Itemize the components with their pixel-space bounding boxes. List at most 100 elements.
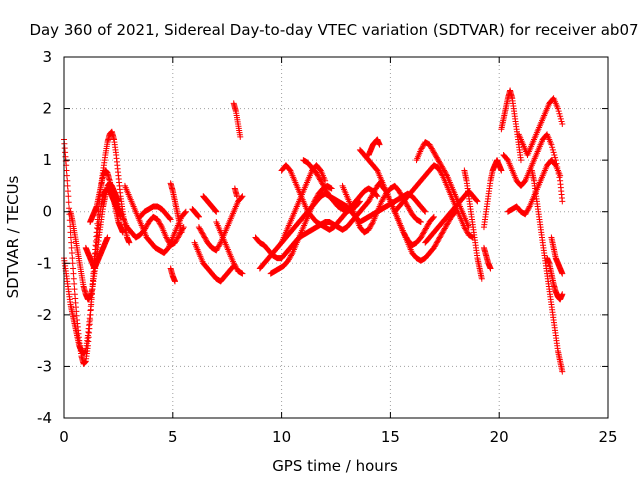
series-t13	[191, 239, 237, 285]
data-point	[177, 230, 184, 237]
series-t5	[82, 234, 111, 272]
data-point	[199, 230, 206, 237]
data-point	[70, 265, 77, 272]
data-point	[69, 260, 76, 267]
x-tick-label: 5	[168, 428, 178, 446]
data-point	[65, 193, 72, 200]
data-point	[71, 286, 78, 293]
series-t9	[167, 180, 185, 236]
data-point	[198, 229, 205, 236]
data-point	[200, 231, 207, 238]
series-t8	[137, 203, 174, 223]
axis-ticks: 0 5 10 15 20 25 -4 -3 -2 -1 0 1 2 3	[37, 48, 618, 446]
data-point	[214, 244, 221, 251]
data-point	[197, 226, 204, 233]
data-point	[174, 234, 181, 241]
data-point	[104, 234, 111, 241]
data-point	[203, 237, 210, 244]
series-t37	[504, 157, 564, 218]
data-point	[70, 275, 77, 282]
data-point	[559, 198, 566, 205]
y-tick-label: -4	[37, 409, 52, 427]
series-t10	[167, 265, 178, 285]
series-t32	[461, 167, 485, 282]
y-tick-label: 2	[42, 100, 52, 118]
series-t16	[230, 100, 244, 140]
data-point	[144, 221, 151, 228]
series-t12	[200, 193, 220, 215]
data-point	[167, 216, 174, 223]
data-point	[365, 198, 372, 205]
data-point	[126, 239, 133, 246]
data-point	[163, 234, 170, 241]
data-point	[64, 182, 71, 189]
y-tick-label: 3	[42, 48, 52, 66]
series-t14	[195, 193, 246, 254]
data-point	[200, 233, 207, 240]
data-point	[178, 229, 185, 236]
data-point	[230, 260, 237, 267]
y-tick-label: 1	[42, 151, 52, 169]
data-point	[196, 225, 203, 232]
x-tick-label: 15	[381, 428, 400, 446]
x-tick-label: 20	[490, 428, 509, 446]
data-point	[195, 213, 202, 220]
data-point	[232, 262, 239, 269]
data-point	[232, 264, 239, 271]
data-point	[156, 220, 163, 227]
data-point	[367, 195, 374, 202]
data-point	[63, 167, 70, 174]
data-point	[119, 229, 126, 236]
data-point	[174, 235, 181, 242]
data-point	[201, 234, 208, 241]
data-point	[71, 280, 78, 287]
data-point	[239, 193, 246, 200]
data-point	[175, 233, 182, 240]
y-tick-label: 0	[42, 203, 52, 221]
data-point	[213, 247, 220, 254]
series-t4	[87, 167, 126, 236]
data-point	[70, 270, 77, 277]
data-point	[156, 219, 163, 226]
data-point	[157, 221, 164, 228]
y-tick-label: -3	[37, 357, 52, 375]
data-point	[368, 193, 375, 200]
series-t35	[498, 87, 524, 164]
data-point	[143, 222, 150, 229]
data-point	[164, 237, 171, 244]
data-point	[164, 245, 171, 252]
data-point	[68, 249, 75, 256]
y-tick-label: -2	[37, 306, 52, 324]
data-point	[366, 197, 373, 204]
series-t11	[189, 206, 202, 220]
x-axis-label: GPS time / hours	[272, 457, 398, 475]
data-point	[163, 235, 170, 242]
data-point	[239, 270, 246, 277]
grid-lines	[64, 57, 608, 418]
data-point	[171, 278, 178, 285]
data-point	[195, 224, 202, 231]
data-point	[155, 217, 162, 224]
chart-title: Day 360 of 2021, Sidereal Day-to-day VTE…	[29, 21, 638, 39]
data-point	[173, 237, 180, 244]
data-point	[215, 243, 222, 250]
data-point	[166, 215, 173, 222]
y-tick-label: -1	[37, 254, 52, 272]
data-point	[198, 228, 205, 235]
data-point	[214, 246, 221, 253]
data-point	[231, 261, 238, 268]
data-point	[68, 239, 75, 246]
x-tick-label: 25	[598, 428, 617, 446]
series-t26	[365, 136, 383, 158]
data-point	[68, 244, 75, 251]
data-point	[202, 235, 209, 242]
y-axis-label: SDTVAR / TECUs	[4, 175, 22, 298]
x-tick-label: 0	[59, 428, 69, 446]
data-point	[213, 208, 220, 215]
data-points	[61, 87, 566, 375]
data-point	[372, 185, 379, 192]
data-point	[216, 242, 223, 249]
data-point	[233, 193, 240, 200]
data-point	[237, 133, 244, 140]
data-point	[182, 208, 189, 215]
